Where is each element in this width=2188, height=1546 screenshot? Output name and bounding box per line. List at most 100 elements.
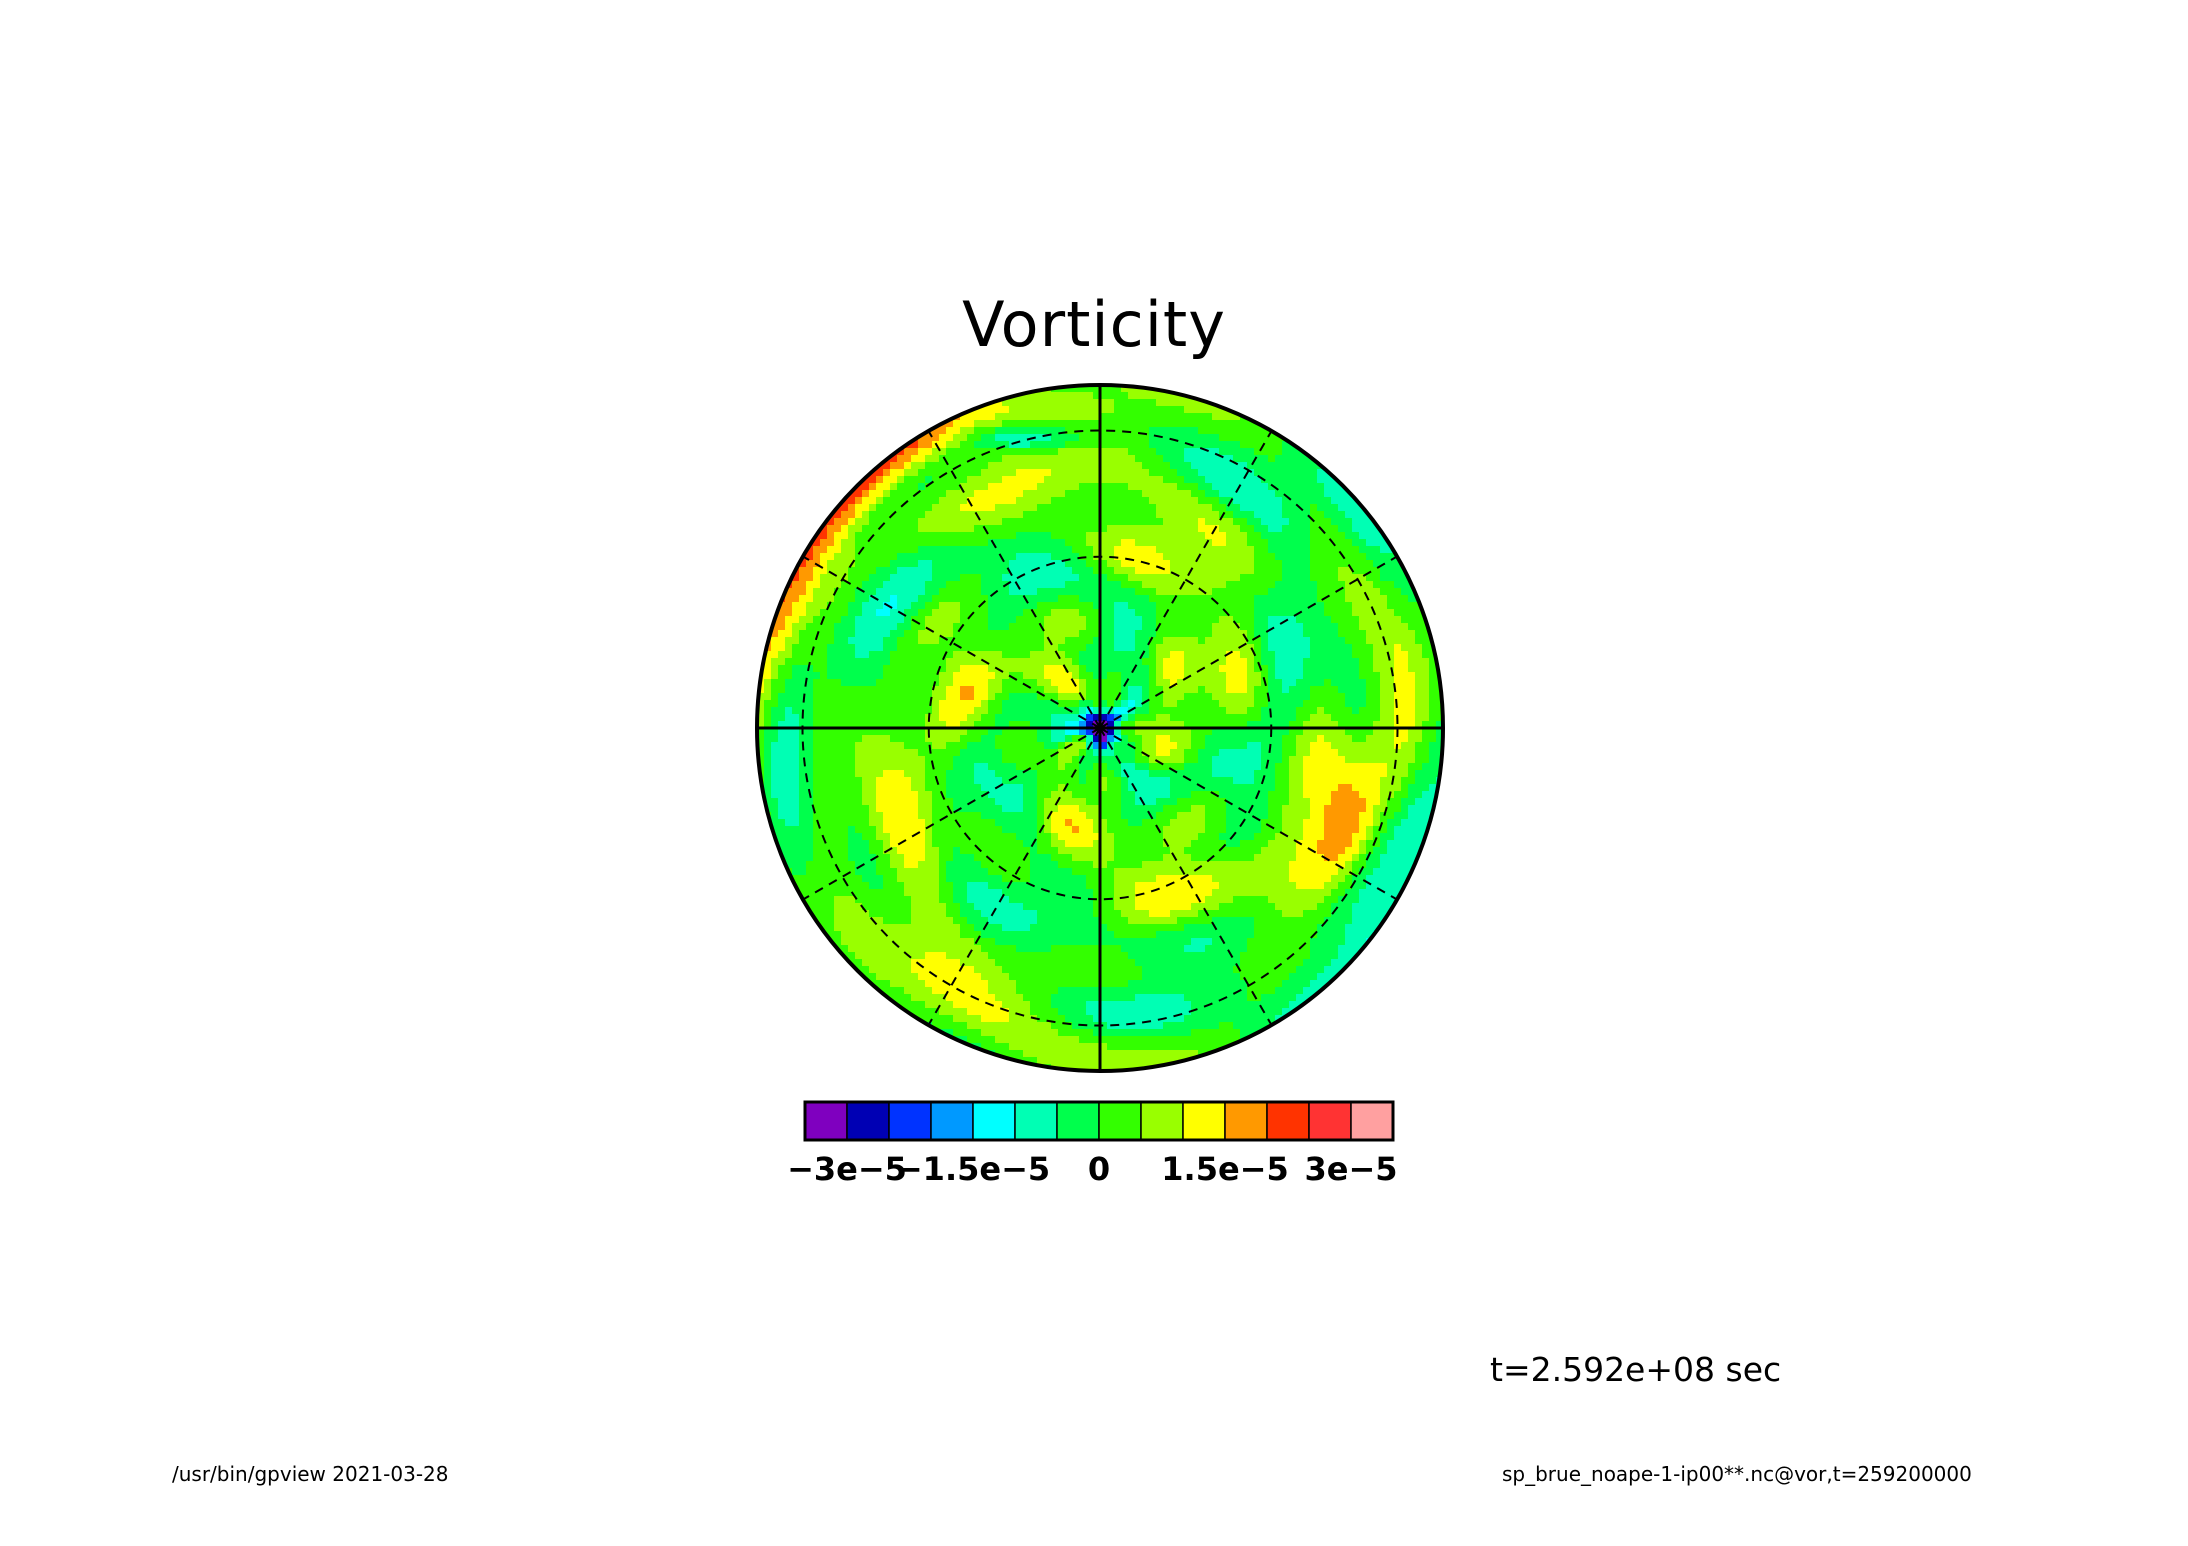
field-cell (827, 700, 835, 708)
field-cell (1016, 623, 1024, 631)
field-cell (806, 595, 814, 603)
field-cell (960, 616, 968, 624)
field-cell (1058, 665, 1066, 673)
field-cell (1219, 441, 1227, 449)
field-cell (1240, 644, 1248, 652)
field-cell (1240, 714, 1248, 722)
field-cell (1093, 672, 1101, 680)
field-cell (918, 791, 926, 799)
field-cell (1366, 539, 1374, 547)
field-cell (1212, 441, 1220, 449)
field-cell (1058, 798, 1066, 806)
field-cell (1072, 588, 1080, 596)
field-cell (1205, 756, 1213, 764)
field-cell (1100, 469, 1108, 477)
field-cell (995, 511, 1003, 519)
field-cell (1387, 623, 1395, 631)
field-cell (960, 707, 968, 715)
field-cell (1205, 721, 1213, 729)
field-cell (1072, 700, 1080, 708)
field-cell (1037, 448, 1045, 456)
field-cell (1303, 581, 1311, 589)
field-cell (1128, 588, 1136, 596)
field-cell (1198, 532, 1206, 540)
field-cell (827, 756, 835, 764)
field-cell (1359, 784, 1367, 792)
field-cell (918, 462, 926, 470)
field-cell (827, 532, 835, 540)
field-cell (1093, 616, 1101, 624)
field-cell (1324, 686, 1332, 694)
field-cell (1394, 609, 1402, 617)
field-cell (1289, 714, 1297, 722)
field-cell (1198, 588, 1206, 596)
field-cell (1107, 462, 1115, 470)
field-cell (1331, 616, 1339, 624)
field-cell (827, 686, 835, 694)
field-cell (1240, 420, 1248, 428)
field-cell (876, 791, 884, 799)
field-cell (995, 483, 1003, 491)
field-cell (1212, 546, 1220, 554)
field-cell (1310, 665, 1318, 673)
field-cell (1296, 581, 1304, 589)
field-cell (1310, 714, 1318, 722)
field-cell (1072, 742, 1080, 750)
field-cell (974, 553, 982, 561)
field-cell (1394, 784, 1402, 792)
field-cell (890, 462, 898, 470)
field-cell (1359, 721, 1367, 729)
field-cell (995, 469, 1003, 477)
field-cell (1100, 574, 1108, 582)
field-cell (918, 616, 926, 624)
field-cell (1086, 504, 1094, 512)
field-cell (1366, 518, 1374, 526)
field-cell (1114, 455, 1122, 463)
field-cell (939, 434, 947, 442)
field-cell (1275, 609, 1283, 617)
field-cell (1289, 791, 1297, 799)
field-cell (946, 469, 954, 477)
field-cell (904, 560, 912, 568)
field-cell (1198, 553, 1206, 561)
field-cell (1002, 588, 1010, 596)
field-cell (1142, 714, 1150, 722)
field-cell (953, 630, 961, 638)
field-cell (862, 497, 870, 505)
field-cell (911, 609, 919, 617)
field-cell (1156, 609, 1164, 617)
field-cell (1107, 714, 1115, 722)
field-cell (841, 623, 849, 631)
field-cell (883, 490, 891, 498)
field-cell (911, 644, 919, 652)
field-cell (820, 567, 828, 575)
field-cell (918, 532, 926, 540)
field-cell (995, 560, 1003, 568)
field-cell (1205, 784, 1213, 792)
field-cell (1226, 749, 1234, 757)
field-cell (834, 791, 842, 799)
field-cell (792, 616, 800, 624)
field-cell (1282, 567, 1290, 575)
field-cell (834, 770, 842, 778)
field-cell (1247, 609, 1255, 617)
field-cell (1065, 665, 1073, 673)
field-cell (967, 714, 975, 722)
field-cell (995, 616, 1003, 624)
field-cell (1142, 525, 1150, 533)
field-cell (1282, 518, 1290, 526)
field-cell (1009, 658, 1017, 666)
field-cell (925, 469, 933, 477)
field-cell (1079, 784, 1087, 792)
field-cell (1226, 707, 1234, 715)
field-cell (1149, 399, 1157, 407)
field-cell (1121, 784, 1129, 792)
field-cell (911, 476, 919, 484)
field-cell (1296, 546, 1304, 554)
field-cell (1310, 462, 1318, 470)
field-cell (1366, 728, 1374, 736)
field-cell (1149, 539, 1157, 547)
field-cell (1303, 714, 1311, 722)
field-cell (1282, 749, 1290, 757)
field-cell (1163, 651, 1171, 659)
